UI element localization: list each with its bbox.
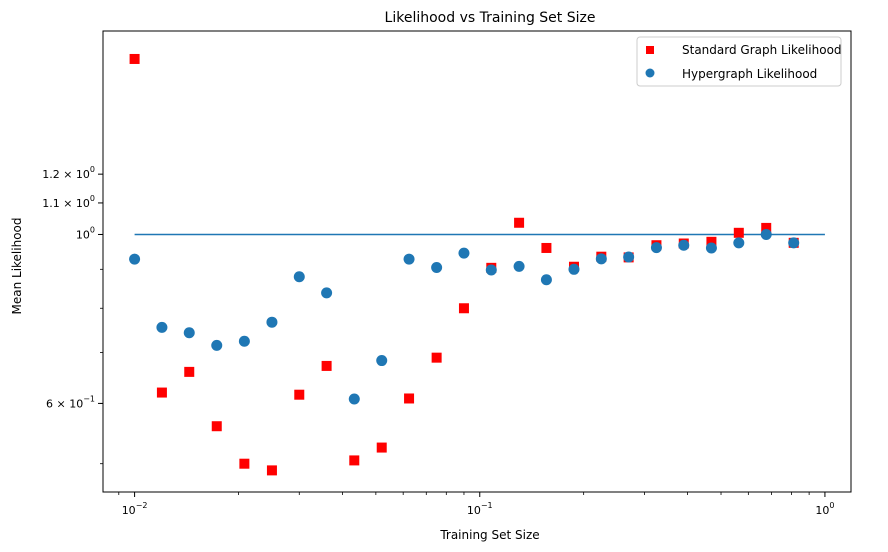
hypergraph-point: [183, 327, 195, 339]
legend-entry-standard-graph: Standard Graph Likelihood: [682, 43, 842, 57]
standard-graph-point: [184, 366, 195, 377]
axes-frame: [102, 30, 852, 493]
hypergraph-point: [623, 251, 635, 263]
y-tick-label: 1.2 × 100: [42, 165, 95, 181]
hypergraph-point: [293, 271, 305, 283]
y-tick-label: 100: [76, 225, 95, 241]
hypergraph-point: [266, 316, 278, 328]
hypergraph-point: [788, 237, 800, 249]
hypergraph-point: [431, 261, 443, 273]
standard-graph-point: [266, 465, 277, 476]
hypergraph-point: [321, 287, 333, 299]
hypergraph-point: [705, 242, 717, 254]
x-axis-label: Training Set Size: [439, 528, 539, 542]
x-tick-label: 10−1: [467, 501, 493, 517]
x-tick-label: 100: [815, 501, 834, 517]
legend-marker-circle: [645, 68, 655, 78]
x-tick-label: 10−2: [122, 501, 148, 517]
hypergraph-point: [348, 393, 360, 405]
x-axis-ticks: 10−2 10−1 100: [118, 492, 834, 517]
hypergraph-point: [485, 264, 497, 276]
standard-graph-point: [376, 442, 387, 453]
hypergraph-point: [376, 355, 388, 367]
y-axis-label: Mean Likelihood: [10, 217, 24, 314]
y-tick-label: 1.1 × 100: [42, 194, 95, 210]
standard-graph-point: [156, 387, 167, 398]
standard-graph-point: [514, 217, 525, 228]
hypergraph-point: [156, 321, 168, 333]
hypergraph-point: [211, 339, 223, 351]
standard-graph-point: [733, 227, 744, 238]
standard-graph-point: [404, 393, 415, 404]
legend: Standard Graph Likelihood Hypergraph Lik…: [636, 36, 842, 87]
standard-graph-point: [239, 458, 250, 469]
standard-graph-point: [761, 222, 772, 233]
legend-frame: [636, 36, 842, 87]
hypergraph-point: [403, 253, 415, 265]
hypergraph-point: [540, 274, 552, 286]
hypergraph-point: [678, 239, 690, 251]
standard-graph-point: [431, 352, 442, 363]
hypergraph-point: [458, 247, 470, 259]
y-tick-label: 6 × 10−1: [46, 394, 95, 410]
standard-graph-point: [321, 360, 332, 371]
legend-entry-hypergraph: Hypergraph Likelihood: [682, 67, 817, 81]
hypergraph-point: [760, 228, 772, 240]
chart-title: Likelihood vs Training Set Size: [385, 10, 596, 26]
hypergraph-point: [595, 253, 607, 265]
plot-area: [102, 30, 852, 493]
hypergraph-point: [513, 260, 525, 272]
standard-graph-point: [129, 53, 140, 64]
standard-graph-point: [211, 421, 222, 432]
hypergraph-point: [650, 242, 662, 254]
standard-graph-point: [458, 303, 469, 314]
hypergraph-point: [568, 263, 580, 275]
standard-graph-point: [706, 236, 717, 247]
standard-graph-point: [294, 389, 305, 400]
standard-graph-point: [541, 242, 552, 253]
hypergraph-point: [238, 335, 250, 347]
legend-marker-square: [646, 46, 654, 54]
standard-graph-point: [349, 455, 360, 466]
y-axis-ticks: 6 × 10−1 100 1.1 × 100 1.2 × 100: [42, 165, 103, 465]
hypergraph-point: [733, 237, 745, 249]
hypergraph-point: [129, 253, 141, 265]
